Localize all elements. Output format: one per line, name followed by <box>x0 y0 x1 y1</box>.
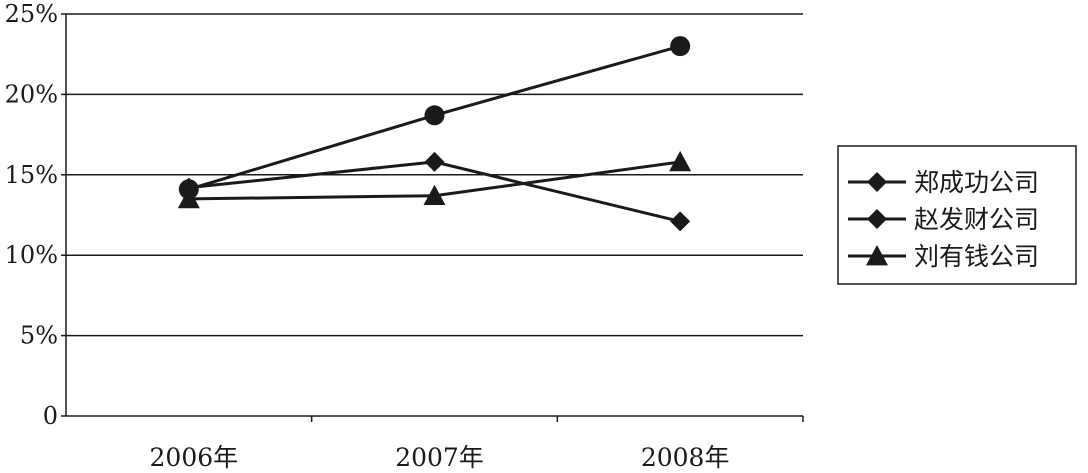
x-tick-label: 2006年 <box>150 443 239 472</box>
y-tick-labels: 0 5% 10% 15% 20% 25% <box>5 0 58 430</box>
gridlines <box>66 13 803 337</box>
series-2 <box>178 151 691 232</box>
data-point-diamond <box>424 151 445 172</box>
legend-label: 郑成功公司 <box>914 168 1039 197</box>
y-tick-label: 15% <box>5 161 58 189</box>
data-point-circle <box>670 36 691 57</box>
data-point-triangle <box>177 187 200 209</box>
data-point-triangle <box>423 184 446 206</box>
legend-item: 赵发财公司 <box>848 205 1039 234</box>
data-point-diamond <box>670 211 691 232</box>
x-tick-labels: 2006年 2007年 2008年 <box>150 443 730 472</box>
legend-marker-diamond <box>867 172 887 192</box>
x-tick-label: 2007年 <box>395 443 484 472</box>
y-tick-label: 10% <box>5 241 58 269</box>
legend-marker-triangle <box>866 245 888 266</box>
y-tick-label: 0 <box>43 402 58 430</box>
legend-item: 郑成功公司 <box>848 168 1039 197</box>
series-3 <box>177 150 692 209</box>
legend-marker-diamond <box>867 209 887 229</box>
legend-item: 刘有钱公司 <box>848 242 1039 271</box>
legend-label: 赵发财公司 <box>914 205 1039 234</box>
y-tick-label: 25% <box>5 0 58 28</box>
x-tick-label: 2008年 <box>641 443 730 472</box>
axes <box>61 13 804 422</box>
y-tick-label: 5% <box>20 322 58 350</box>
data-point-triangle <box>669 150 692 172</box>
data-point-diamond <box>178 177 199 198</box>
data-point-circle <box>424 105 445 126</box>
y-tick-label: 20% <box>5 80 58 108</box>
series-lines <box>177 36 692 232</box>
legend-label: 刘有钱公司 <box>914 242 1039 271</box>
